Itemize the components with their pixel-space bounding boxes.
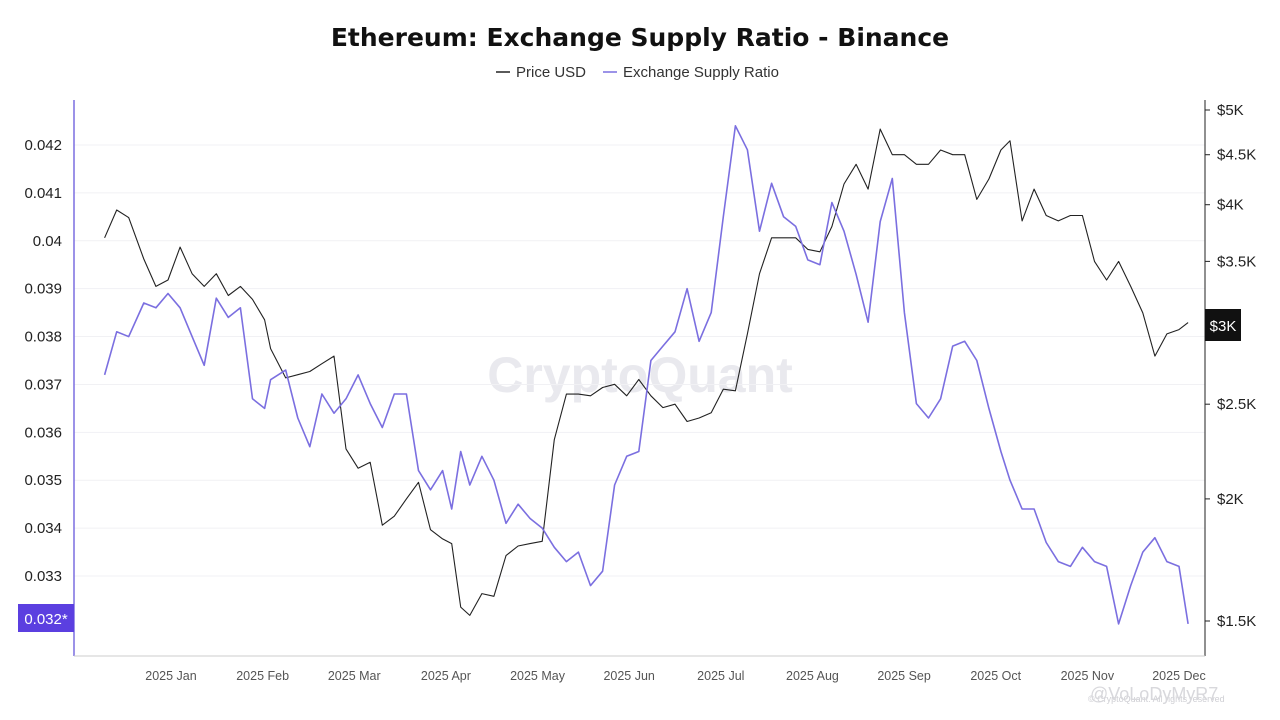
y-right-tick-label: $4K	[1217, 197, 1244, 214]
legend-price-usd[interactable]: Price USD	[516, 64, 586, 81]
y-left-tick-label: 0.033	[24, 568, 62, 585]
x-tick-label: 2025 Dec	[1152, 669, 1206, 683]
x-tick-label: 2025 Jan	[145, 669, 196, 683]
legend-exchange-supply-ratio[interactable]: Exchange Supply Ratio	[623, 64, 779, 81]
y-left-tick-label: 0.039	[24, 281, 62, 298]
author-credit: @VoLoDyMyR7	[1090, 684, 1218, 704]
x-tick-label: 2025 Sep	[877, 669, 931, 683]
y-axis-right: $5K $4.5K $4K $3.5K $2.5K $2K $1.5K	[1205, 102, 1256, 630]
y-axis-left: 0.042 0.041 0.04 0.039 0.038 0.037 0.036 0.035 0…	[24, 137, 62, 585]
y-left-tick-label: 0.041	[24, 185, 62, 202]
x-tick-label: 2025 May	[510, 669, 566, 683]
x-tick-label: 2025 Nov	[1061, 669, 1115, 683]
copyright-text: © CryptoQuant. All rights reserved	[1088, 694, 1225, 704]
chart-title: Ethereum: Exchange Supply Ratio - Binanc…	[331, 23, 949, 52]
grid	[74, 144, 1205, 577]
x-tick-label: 2025 Aug	[786, 669, 839, 683]
left-badge-label: 0.032*	[24, 611, 68, 628]
y-right-tick-label: $4.5K	[1217, 147, 1256, 164]
series-group	[103, 125, 1189, 625]
left-current-badge: 0.032*	[18, 604, 74, 632]
y-right-tick-label: $2K	[1217, 491, 1244, 508]
right-badge-label: $3K	[1210, 318, 1237, 335]
left-badge-bg	[18, 604, 74, 632]
y-right-tick-label: $2.5K	[1217, 396, 1256, 413]
legend: Price USD Exchange Supply Ratio	[496, 64, 779, 81]
y-right-tick-label: $5K	[1217, 102, 1244, 119]
right-badge-bg	[1205, 309, 1241, 341]
y-right-tick-label: $3.5K	[1217, 253, 1256, 270]
axes	[73, 100, 1206, 657]
x-tick-label: 2025 Apr	[421, 669, 471, 683]
watermark: CryptoQuant	[487, 347, 793, 403]
y-left-tick-label: 0.037	[24, 376, 62, 393]
x-tick-label: 2025 Jun	[603, 669, 654, 683]
right-current-badge: $3K	[1205, 309, 1241, 341]
x-axis: 2025 Jan 2025 Feb 2025 Mar 2025 Apr 2025 May…	[145, 669, 1205, 683]
y-right-tick-label: $1.5K	[1217, 613, 1256, 630]
x-tick-label: 2025 Mar	[328, 669, 381, 683]
series-line-exchange-supply-ratio[interactable]	[103, 125, 1189, 625]
x-tick-label: 2025 Oct	[970, 669, 1021, 683]
y-left-tick-label: 0.042	[24, 137, 62, 154]
y-left-tick-label: 0.035	[24, 472, 62, 489]
y-left-tick-label: 0.034	[24, 520, 62, 537]
y-left-tick-label: 0.04	[33, 233, 62, 250]
x-tick-label: 2025 Jul	[697, 669, 744, 683]
y-left-tick-label: 0.036	[24, 424, 62, 441]
x-tick-label: 2025 Feb	[236, 669, 289, 683]
y-left-tick-label: 0.038	[24, 329, 62, 346]
